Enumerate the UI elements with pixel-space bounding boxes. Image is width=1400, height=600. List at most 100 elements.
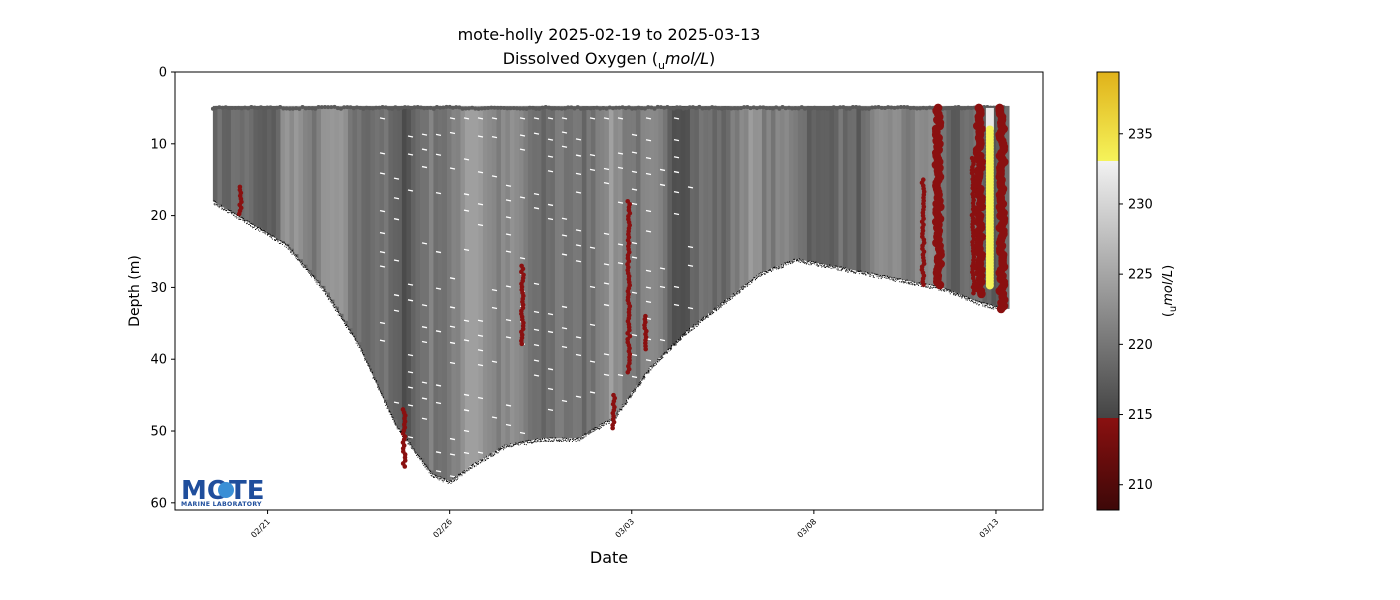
cast-stripe <box>640 105 646 380</box>
speckle <box>636 386 638 388</box>
sample-mark <box>505 199 512 202</box>
speckle <box>557 439 559 441</box>
speckle <box>667 349 669 351</box>
surface-point <box>812 105 817 110</box>
speckle <box>967 299 968 301</box>
sample-mark <box>547 138 554 141</box>
speckle <box>798 258 800 260</box>
speckle <box>314 279 316 281</box>
speckle <box>243 218 245 219</box>
cast-stripe <box>802 105 808 261</box>
speckle <box>283 241 285 243</box>
speckle <box>300 263 302 265</box>
sample-mark <box>631 151 638 154</box>
surface-point <box>553 106 558 111</box>
speckle <box>293 252 295 254</box>
cast-stripe <box>716 105 722 307</box>
speckle <box>521 441 523 443</box>
surface-point <box>636 105 641 110</box>
speckle <box>549 437 551 439</box>
speckle <box>776 267 778 269</box>
speckle <box>684 331 686 333</box>
speckle <box>805 262 807 264</box>
speckle <box>378 387 380 389</box>
speckle <box>644 373 646 375</box>
speckle <box>304 265 306 267</box>
sample-mark <box>463 193 470 196</box>
speckle <box>214 201 216 203</box>
surface-point <box>831 105 836 110</box>
sample-mark <box>561 327 568 330</box>
speckle <box>674 344 675 346</box>
speckle <box>227 212 229 214</box>
speckle <box>393 421 395 423</box>
speckle <box>483 458 485 460</box>
speckle <box>951 291 953 293</box>
speckle <box>425 463 427 465</box>
speckle <box>263 230 265 232</box>
speckle <box>460 473 462 475</box>
sample-mark <box>421 242 428 245</box>
speckle <box>526 441 528 443</box>
speckle <box>560 439 562 441</box>
speckle <box>240 218 242 220</box>
speckle <box>826 264 828 266</box>
speckle <box>609 421 611 423</box>
sample-mark <box>673 212 680 216</box>
speckle <box>535 439 537 441</box>
surface-point <box>306 106 311 111</box>
surface-point <box>364 105 369 110</box>
speckle <box>236 217 237 219</box>
speckle <box>978 304 980 306</box>
speckle <box>678 338 680 340</box>
speckle <box>747 282 748 284</box>
speckle <box>366 360 368 362</box>
surface-point <box>422 106 427 111</box>
speckle <box>696 325 698 327</box>
speckle <box>625 404 627 406</box>
speckle <box>289 249 291 251</box>
speckle <box>617 413 619 415</box>
surface-point <box>316 104 321 109</box>
surface-point <box>390 106 395 111</box>
surface-point <box>706 106 711 111</box>
surface-point <box>348 105 353 110</box>
speckle <box>659 359 660 361</box>
speckle <box>321 287 323 289</box>
sample-mark <box>449 361 456 365</box>
speckle <box>343 320 345 322</box>
speckle <box>274 239 275 241</box>
speckle <box>649 365 651 367</box>
sample-mark <box>687 306 694 310</box>
sample-mark <box>645 139 652 142</box>
surface-point <box>258 105 263 110</box>
speckle <box>836 266 838 268</box>
speckle <box>830 264 832 266</box>
speckle <box>489 454 491 456</box>
sample-mark <box>561 145 568 148</box>
surface-point <box>518 106 523 111</box>
surface-point <box>780 105 785 110</box>
speckle <box>710 314 712 316</box>
sample-mark <box>491 306 498 310</box>
speckle <box>553 440 555 442</box>
speckle <box>311 276 312 278</box>
speckle <box>778 267 780 269</box>
speckle <box>350 332 352 334</box>
speckle <box>429 470 431 472</box>
cast-stripe <box>896 105 902 279</box>
speckle <box>252 223 254 225</box>
speckle <box>399 431 401 433</box>
speckle <box>566 440 568 442</box>
surface-point <box>479 106 484 111</box>
cast-stripe <box>734 105 740 293</box>
speckle <box>553 439 555 441</box>
sample-mark <box>575 353 582 357</box>
speckle <box>341 316 342 318</box>
speckle <box>598 428 600 429</box>
speckle <box>267 233 269 235</box>
sample-mark <box>449 306 456 309</box>
speckle <box>972 299 974 301</box>
speckle <box>903 282 905 284</box>
